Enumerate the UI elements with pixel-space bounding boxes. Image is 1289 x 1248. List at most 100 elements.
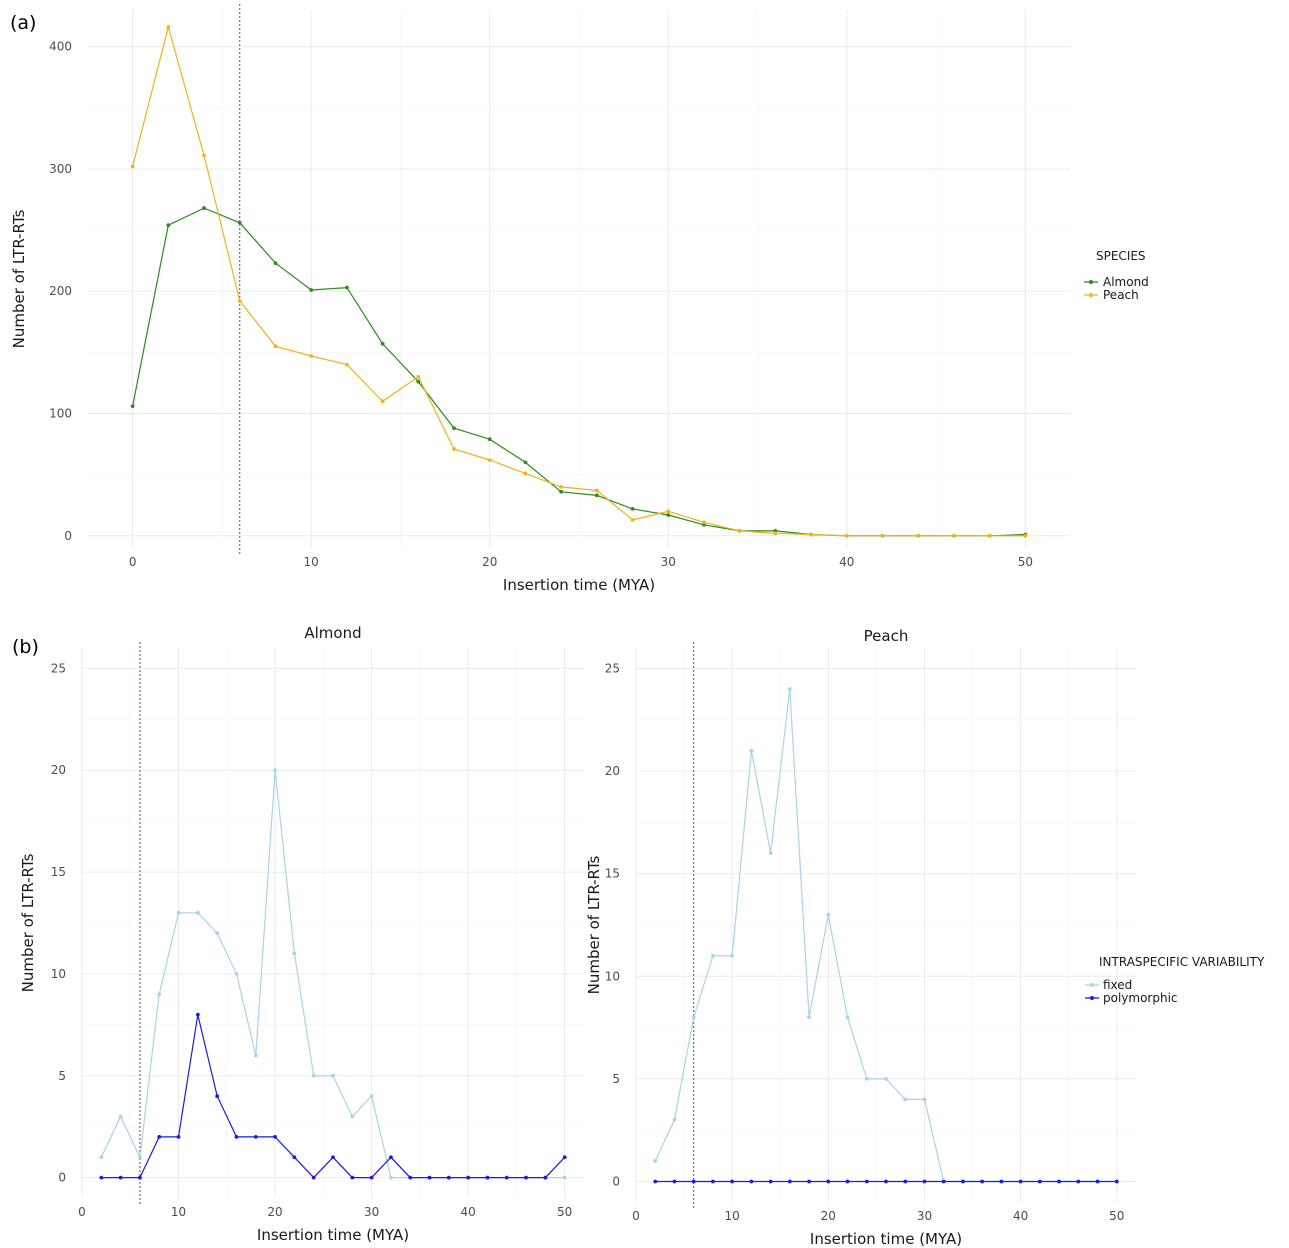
x-tick-label: 10 <box>171 1205 186 1219</box>
data-point-peach <box>237 299 242 303</box>
data-point-polymorphic <box>350 1175 355 1180</box>
legend-title: SPECIES <box>1096 249 1146 263</box>
data-point-polymorphic <box>253 1134 258 1139</box>
data-point-fixed <box>273 768 277 773</box>
data-point-fixed <box>176 910 181 915</box>
data-point-peach <box>309 354 314 358</box>
data-point-peach <box>773 531 778 536</box>
legend-key-peach-point <box>1089 293 1093 297</box>
legend-label-polymorphic: polymorphic <box>1103 991 1178 1005</box>
legend-label-almond: Almond <box>1103 275 1149 289</box>
y-tick-label: 10 <box>605 969 620 983</box>
data-point-polymorphic <box>504 1175 509 1180</box>
legend-species: SPECIES Almond Peach <box>1084 249 1149 302</box>
data-point-fixed <box>884 1076 888 1081</box>
data-point-fixed <box>215 931 220 936</box>
data-point-polymorphic <box>485 1175 490 1180</box>
data-point-peach <box>952 533 956 538</box>
data-point-polymorphic <box>749 1179 754 1184</box>
x-tick-label: 30 <box>917 1209 932 1223</box>
data-point-almond <box>630 506 635 511</box>
data-point-almond <box>202 206 206 210</box>
legend-intraspecific-variability: INTRASPECIFIC VARIABILITY fixed polymorp… <box>1085 955 1265 1005</box>
data-point-almond <box>309 288 314 292</box>
y-tick-label: 0 <box>58 1171 66 1185</box>
y-tick-label: 10 <box>51 967 66 981</box>
data-point-polymorphic <box>1037 1179 1042 1184</box>
data-point-fixed <box>845 1015 850 1020</box>
data-point-polymorphic <box>292 1155 297 1160</box>
x-tick-label: 20 <box>821 1209 836 1223</box>
data-point-polymorphic <box>1095 1179 1100 1184</box>
data-point-fixed <box>653 1159 658 1163</box>
data-point-almond <box>416 379 421 384</box>
data-point-peach <box>702 520 706 525</box>
data-point-polymorphic <box>903 1179 908 1184</box>
legend-key-fixed-point <box>1090 983 1094 987</box>
data-point-fixed <box>138 1155 142 1160</box>
data-point-peach <box>844 533 849 538</box>
x-tick-label: 40 <box>461 1205 476 1219</box>
data-point-peach <box>594 488 599 493</box>
x-axis-title: Insertion time (MYA) <box>810 1230 962 1248</box>
data-point-almond <box>273 261 278 266</box>
data-point-peach <box>273 344 278 349</box>
data-point-almond <box>523 460 528 465</box>
x-axis-title: Insertion time (MYA) <box>503 576 655 594</box>
y-tick-label: 15 <box>51 865 66 879</box>
data-point-fixed <box>195 910 200 915</box>
x-tick-label: 50 <box>557 1205 572 1219</box>
data-point-fixed <box>826 912 831 917</box>
data-point-polymorphic <box>922 1179 927 1184</box>
facet-title: Peach <box>864 627 909 645</box>
data-point-peach <box>416 374 421 379</box>
y-axis-title: Number of LTR-RTs <box>19 853 37 992</box>
data-point-peach <box>380 399 385 404</box>
data-point-fixed <box>99 1155 104 1160</box>
data-point-polymorphic <box>176 1134 181 1139</box>
panel-label-a: (a) <box>10 12 36 34</box>
data-point-polymorphic <box>826 1179 831 1184</box>
data-point-polymorphic <box>408 1175 413 1180</box>
data-point-peach <box>987 533 992 538</box>
y-tick-label: 300 <box>49 162 72 176</box>
y-tick-label: 5 <box>58 1069 66 1083</box>
y-axis-title: Number of LTR-RTs <box>585 855 603 994</box>
y-tick-label: 400 <box>49 40 72 54</box>
data-point-fixed <box>562 1175 567 1180</box>
data-point-polymorphic <box>215 1094 220 1099</box>
data-point-almond <box>130 404 135 409</box>
data-point-peach <box>452 447 456 451</box>
legend-key-almond-point <box>1089 280 1093 284</box>
data-point-fixed <box>389 1175 393 1180</box>
y-tick-label: 0 <box>612 1174 620 1188</box>
data-point-polymorphic <box>369 1175 374 1180</box>
data-point-almond <box>487 437 492 442</box>
data-point-polymorphic <box>787 1179 792 1184</box>
data-point-polymorphic <box>234 1134 239 1139</box>
x-tick-label: 40 <box>1013 1209 1028 1223</box>
legend-key-polymorphic-point <box>1090 996 1094 1000</box>
y-tick-label: 5 <box>612 1072 620 1086</box>
data-point-almond <box>452 426 456 431</box>
data-point-almond <box>166 223 171 228</box>
data-point-polymorphic <box>524 1175 528 1180</box>
data-point-almond <box>237 220 242 225</box>
data-point-fixed <box>157 992 162 997</box>
x-tick-label: 0 <box>632 1209 640 1223</box>
data-point-polymorphic <box>711 1179 715 1184</box>
data-point-polymorphic <box>1057 1179 1061 1184</box>
data-point-peach <box>559 484 564 489</box>
data-point-polymorphic <box>157 1134 162 1139</box>
data-point-peach <box>130 164 135 169</box>
data-point-polymorphic <box>1076 1179 1081 1184</box>
data-point-almond <box>344 285 349 290</box>
series-line-peach <box>132 24 1026 537</box>
x-tick-label: 0 <box>78 1205 86 1219</box>
data-point-fixed <box>331 1073 335 1078</box>
data-point-fixed <box>672 1118 677 1122</box>
x-tick-label: 0 <box>129 555 137 569</box>
data-point-polymorphic <box>807 1179 811 1184</box>
data-point-peach <box>916 533 921 538</box>
